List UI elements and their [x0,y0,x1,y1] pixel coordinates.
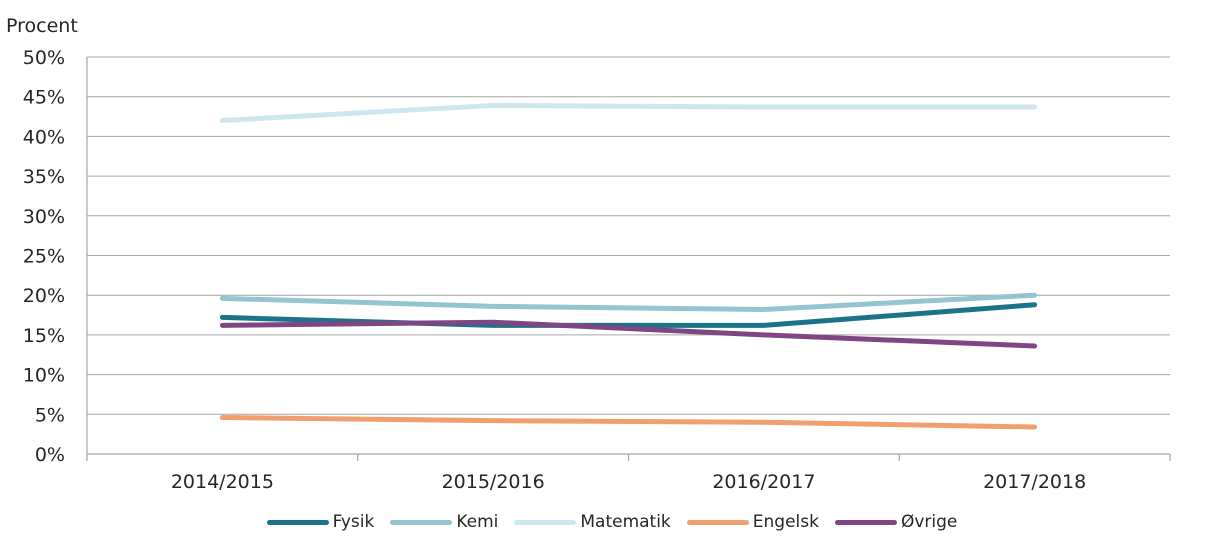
y-tick-label: 45% [23,87,65,109]
y-tick-labels: 0% 5% 10% 15% 20% 25% 30% 35% 40% 45% 50% [23,47,65,466]
axes [86,57,1171,461]
legend-item-ovrige: Øvrige [834,512,958,532]
legend-swatch [514,519,577,525]
gridlines [87,56,1170,415]
x-tick-labels: 2014/2015 2015/2016 2016/2017 2017/2018 [171,471,1086,493]
x-tick-label: 2016/2017 [712,471,815,493]
chart-legend: Fysik Kemi Matematik Engelsk Øvrige [0,506,1224,538]
legend-item-engelsk: Engelsk [686,512,819,532]
legend-label: Fysik [332,512,375,532]
series-line-engelsk [219,414,1038,430]
y-tick-label: 20% [23,285,65,307]
y-tick-label: 50% [23,47,65,69]
legend-label: Engelsk [752,512,819,532]
y-tick-label: 40% [23,126,65,148]
series-line-kemi [219,292,1038,312]
series-line-matematik [219,102,1038,124]
y-tick-label: 10% [23,365,65,387]
legend-label: Matematik [580,512,671,532]
legend-swatch [686,519,749,525]
y-tick-label: 15% [23,325,65,347]
legend-swatch [834,519,897,525]
legend-swatch [266,519,329,525]
series-lines [219,102,1038,430]
series-line-ovrige [219,319,1038,349]
y-tick-label: 0% [35,444,65,466]
x-tick-label: 2017/2018 [983,471,1086,493]
y-tick-label: 5% [35,404,65,426]
legend-label: Øvrige [900,512,958,532]
y-tick-label: 30% [23,206,65,228]
x-tick-label: 2015/2016 [442,471,545,493]
y-tick-label: 35% [23,166,65,188]
legend-swatch [390,519,453,525]
y-tick-label: 25% [23,246,65,268]
x-tick-label: 2014/2015 [171,471,274,493]
y-axis-title: Procent [6,15,78,37]
legend-item-fysik: Fysik [266,512,375,532]
legend-label: Kemi [456,512,499,532]
legend-item-kemi: Kemi [390,512,498,532]
legend-item-matematik: Matematik [514,512,671,532]
